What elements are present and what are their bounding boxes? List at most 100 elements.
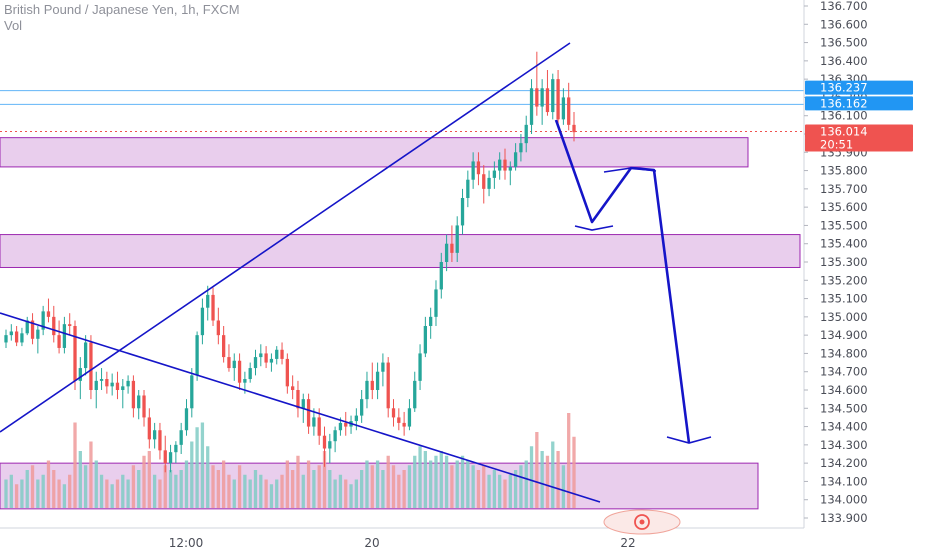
volume-bar	[78, 451, 82, 508]
chart-header: British Pound / Japanese Yen, 1h, FXCM V…	[4, 2, 240, 33]
candle-body	[519, 143, 523, 153]
candle-body	[206, 294, 210, 308]
volume-bar	[413, 455, 417, 508]
volume-bar	[105, 479, 109, 508]
price-tick-label: 134.500	[820, 401, 868, 415]
volume-bar	[121, 474, 125, 508]
candle-body	[105, 379, 109, 387]
candle-body	[248, 368, 252, 380]
price-tick-label: 134.700	[820, 365, 868, 379]
volume-bar	[152, 474, 157, 508]
volume-bar	[338, 474, 343, 508]
volume-bar	[328, 470, 332, 508]
candle-body	[360, 399, 364, 416]
candle-body	[195, 335, 199, 376]
volume-bar	[567, 413, 571, 508]
volume-bar	[89, 441, 93, 508]
candle-body	[498, 159, 502, 171]
candlesticks[interactable]	[4, 51, 576, 473]
volume-bar	[498, 474, 502, 508]
volume-bar	[46, 460, 51, 508]
volume-bar	[545, 455, 550, 508]
candle-body	[99, 379, 104, 381]
volume-bar	[206, 446, 210, 508]
candle-body	[455, 225, 459, 253]
candle-body	[296, 390, 300, 409]
price-tick-label: 136.700	[820, 0, 868, 13]
volume-bar	[402, 470, 406, 508]
price-tick-label: 134.900	[820, 328, 868, 342]
candle-body	[513, 152, 518, 167]
volume-bar	[306, 460, 311, 508]
volume-bar	[137, 470, 141, 508]
projection-path	[554, 119, 691, 444]
volume-bar	[14, 484, 19, 508]
volume-bar	[381, 470, 385, 508]
candle-body	[142, 395, 146, 418]
candle-body	[444, 243, 449, 262]
volume-bar	[513, 470, 518, 508]
candle-body	[567, 97, 571, 125]
volume-bar	[30, 465, 35, 508]
price-tick-label: 135.500	[820, 218, 868, 232]
candle-body	[30, 320, 35, 339]
tradingview-logo-icon[interactable]	[603, 509, 681, 535]
volume-bar	[397, 474, 401, 508]
price-tick-label: 134.100	[820, 474, 868, 488]
candle-body	[216, 320, 220, 336]
candle-body	[14, 331, 19, 343]
price-tick-label: 134.800	[820, 346, 868, 360]
candle-body	[227, 357, 231, 369]
volume-bar	[248, 479, 252, 508]
price-tag-label: 136.162	[820, 96, 868, 110]
candle-body	[36, 329, 40, 339]
price-tag	[805, 96, 913, 111]
time-axis[interactable]: 12:00 20 22	[0, 527, 804, 550]
candle-body	[46, 311, 51, 317]
logo-dot	[639, 519, 645, 525]
volume-bar	[110, 484, 114, 508]
volume-bar	[36, 479, 40, 508]
chart-title: British Pound / Japanese Yen, 1h, FXCM	[4, 2, 240, 17]
drawn-trendlines	[0, 42, 712, 503]
volume-bar	[94, 460, 98, 508]
candle-body	[429, 316, 433, 326]
volume-bar	[365, 460, 369, 508]
candle-body	[275, 349, 279, 359]
candle-body	[439, 262, 443, 290]
candle-body	[264, 353, 268, 363]
candle-body	[407, 408, 412, 427]
candle-body	[158, 430, 162, 451]
candle-body	[535, 88, 539, 107]
candle-body	[545, 88, 550, 113]
candle-body	[163, 450, 167, 464]
candle-body	[190, 375, 194, 409]
volume-bar	[370, 465, 374, 508]
volume-label: Vol	[4, 18, 23, 33]
candle-body	[402, 422, 406, 427]
volume-bar	[487, 474, 491, 508]
candle-body	[482, 174, 486, 189]
candle-body	[131, 380, 136, 409]
candle-body	[57, 335, 61, 348]
volume-bars	[4, 413, 576, 508]
candle-body	[418, 353, 422, 381]
volume-bar	[312, 470, 316, 508]
support-resistance-zones	[0, 137, 801, 510]
price-tick-label: 135.400	[820, 237, 868, 251]
candle-body	[78, 368, 82, 381]
volume-bar	[83, 465, 88, 508]
candle-body	[121, 386, 125, 390]
volume-bar	[190, 441, 194, 508]
volume-bar	[349, 484, 353, 508]
candle-body	[338, 422, 343, 431]
arrow-head	[666, 436, 712, 444]
price-tick-label: 136.500	[820, 36, 868, 50]
candle-body	[291, 386, 295, 390]
volume-bar	[492, 470, 497, 508]
volume-bar	[482, 465, 486, 508]
price-tag	[805, 137, 913, 152]
candle-body	[572, 124, 576, 133]
